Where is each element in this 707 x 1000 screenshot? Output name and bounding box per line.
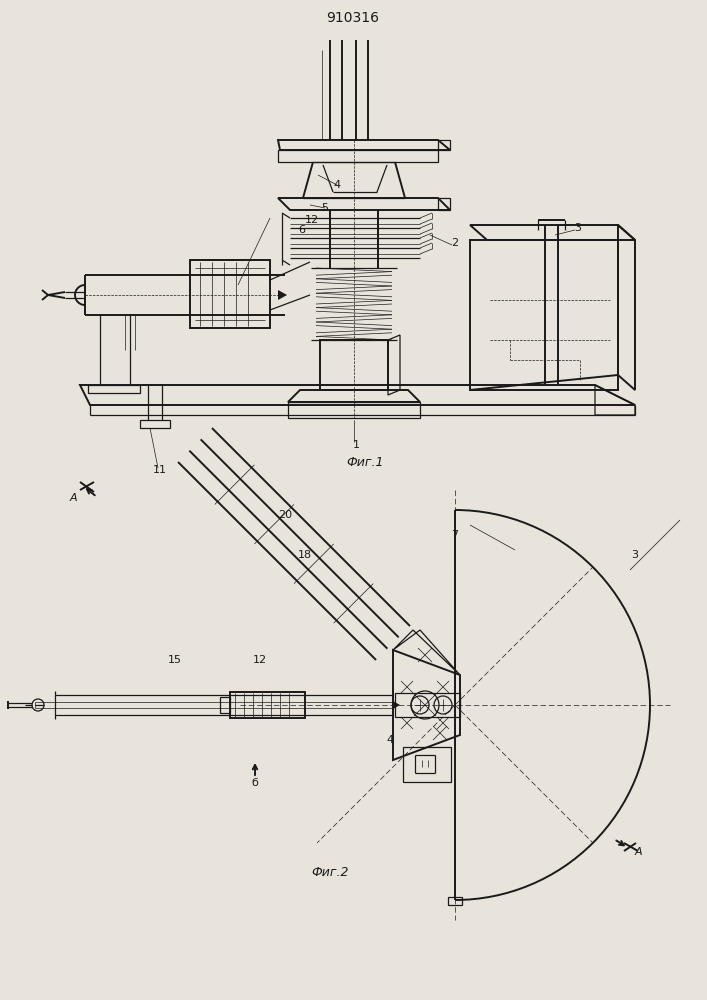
Bar [395, 693, 460, 717]
Text: 12: 12 [305, 215, 319, 225]
Bar [403, 747, 451, 782]
Polygon shape [278, 290, 287, 300]
Text: Фиг.1: Фиг.1 [346, 456, 384, 470]
Text: 3: 3 [575, 223, 581, 233]
Text: A: A [69, 493, 77, 503]
Text: 4: 4 [334, 180, 341, 190]
Polygon shape [393, 701, 400, 709]
Text: 4: 4 [387, 735, 394, 745]
Text: 20: 20 [278, 510, 292, 520]
Text: 7: 7 [452, 530, 459, 540]
Text: б: б [252, 778, 259, 788]
Text: 2: 2 [452, 238, 459, 248]
Text: Фиг.2: Фиг.2 [311, 865, 349, 879]
Text: 1: 1 [353, 440, 359, 450]
Bar [140, 420, 170, 428]
Text: 6: 6 [298, 225, 305, 235]
Bar [448, 897, 462, 905]
Text: A: A [634, 847, 642, 857]
Bar [190, 260, 270, 328]
Text: 11: 11 [153, 465, 167, 475]
Bar [470, 240, 618, 390]
Text: 18: 18 [298, 550, 312, 560]
Bar [230, 692, 305, 718]
Text: 3: 3 [631, 550, 638, 560]
Text: 910316: 910316 [327, 11, 380, 25]
Text: 5: 5 [322, 203, 329, 213]
Bar [88, 385, 140, 393]
Bar [220, 697, 230, 713]
Bar [320, 340, 388, 390]
Text: 12: 12 [253, 655, 267, 665]
Text: 15: 15 [168, 655, 182, 665]
